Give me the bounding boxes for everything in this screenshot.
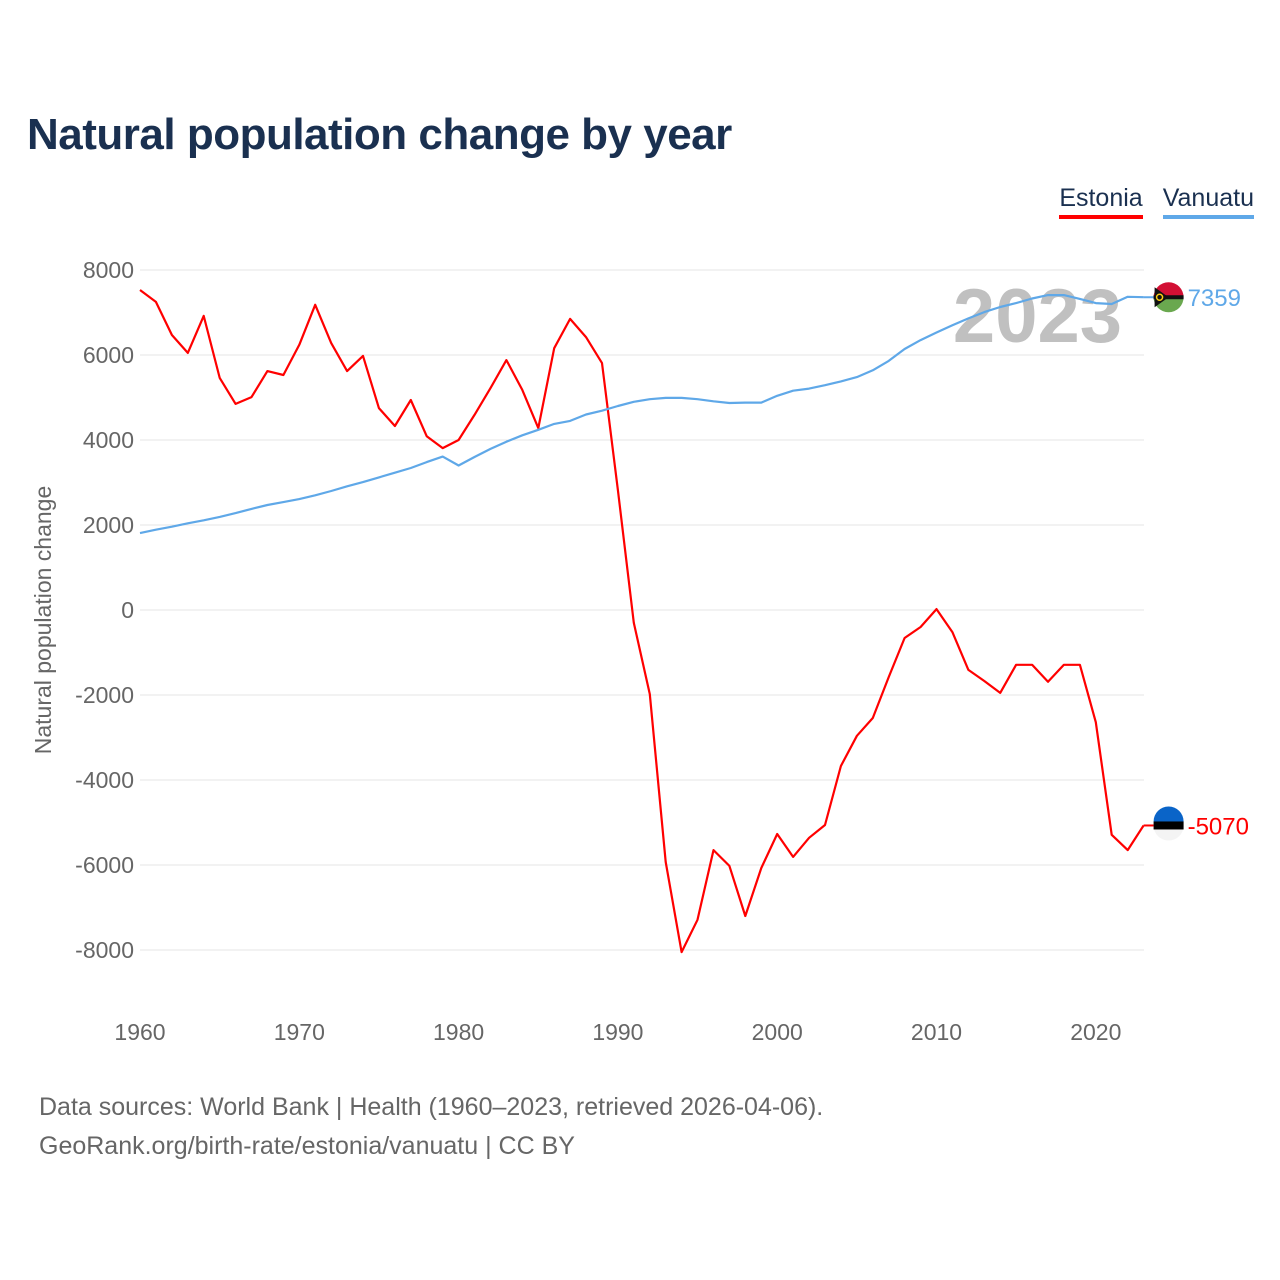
x-tick-label: 1960 bbox=[114, 1019, 165, 1045]
data-source-text: Data sources: World Bank | Health (1960–… bbox=[39, 1093, 824, 1121]
y-tick-label: -2000 bbox=[75, 682, 134, 708]
y-tick-label: 6000 bbox=[83, 342, 134, 368]
y-axis-label: Natural population change bbox=[30, 486, 56, 755]
y-tick-label: 8000 bbox=[83, 257, 134, 283]
year-watermark: 2023 bbox=[953, 274, 1122, 359]
x-tick-label: 2000 bbox=[752, 1019, 803, 1045]
x-tick-label: 1980 bbox=[433, 1019, 484, 1045]
flag-estonia-icon bbox=[1153, 806, 1184, 841]
end-value-label: -5070 bbox=[1188, 813, 1249, 840]
x-tick-label: 1990 bbox=[592, 1019, 643, 1045]
flag-stripe bbox=[1153, 806, 1184, 822]
legend-item-estonia[interactable]: Estonia bbox=[1059, 184, 1143, 219]
series-line-vanuatu bbox=[139, 294, 1144, 535]
legend: Estonia Vanuatu bbox=[1059, 184, 1254, 219]
flag-stripe bbox=[1153, 821, 1184, 830]
flag-vanuatu-icon bbox=[1153, 282, 1184, 313]
x-tick-label: 1970 bbox=[274, 1019, 325, 1045]
x-tick-label: 2020 bbox=[1070, 1019, 1121, 1045]
y-tick-label: -6000 bbox=[75, 852, 134, 878]
flag-stripe bbox=[1155, 293, 1164, 301]
flag-stripe bbox=[1154, 287, 1169, 308]
y-tick-label: 2000 bbox=[83, 512, 134, 538]
y-tick-label: 0 bbox=[121, 597, 134, 623]
y-tick-label: -4000 bbox=[75, 767, 134, 793]
chart-title: Natural population change by year bbox=[27, 110, 732, 159]
end-value-label: 7359 bbox=[1188, 285, 1241, 312]
y-tick-label: 4000 bbox=[83, 427, 134, 453]
attribution-link[interactable]: GeoRank.org/birth-rate/estonia/vanuatu |… bbox=[39, 1132, 575, 1160]
legend-item-vanuatu[interactable]: Vanuatu bbox=[1162, 184, 1254, 219]
x-tick-label: 2010 bbox=[911, 1019, 962, 1045]
series-line-estonia bbox=[139, 289, 1145, 954]
y-tick-label: -8000 bbox=[75, 937, 134, 963]
footer: Data sources: World Bank | Health (1960–… bbox=[39, 1088, 823, 1166]
